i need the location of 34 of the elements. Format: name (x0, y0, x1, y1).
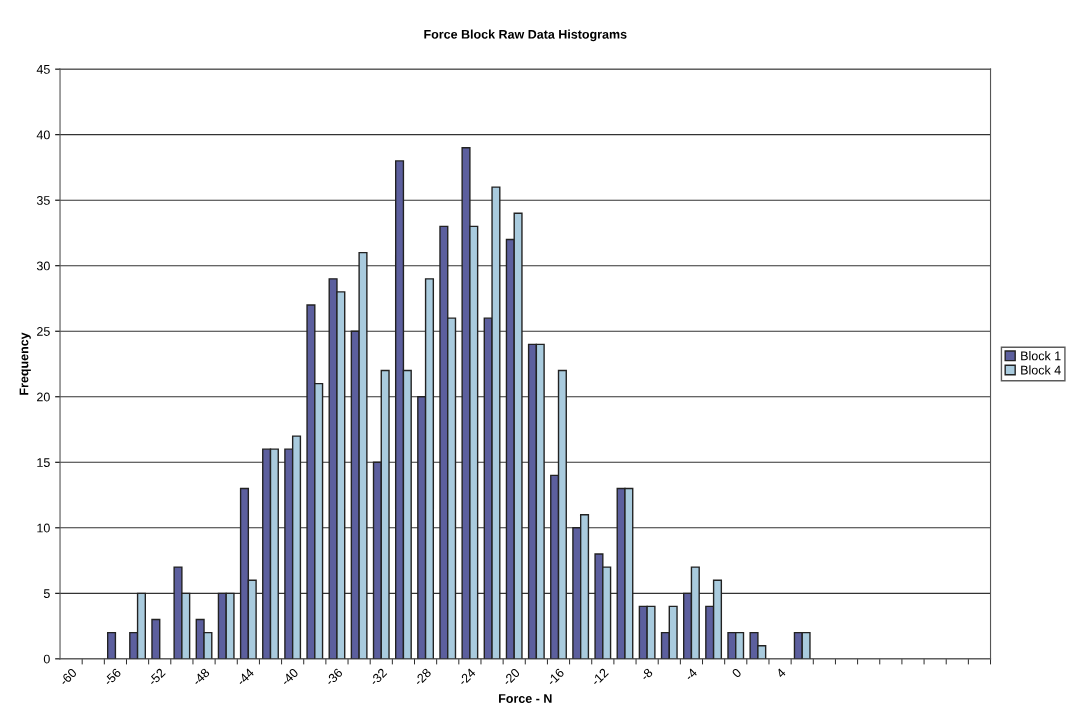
y-tick-label: 40 (36, 130, 50, 140)
x-tick-label: -52 (147, 667, 166, 687)
x-tick-label: -24 (457, 667, 477, 686)
y-tick-label: 20 (37, 392, 50, 402)
x-tick-label: -4 (684, 667, 698, 682)
x-tick-label: -44 (236, 667, 255, 686)
x-axis-title: Force - N (499, 694, 552, 703)
y-axis-title: Frequency (19, 332, 31, 395)
y-tick-label: 10 (37, 523, 50, 533)
x-tick-label: -8 (639, 667, 654, 682)
x-tick-label: -36 (324, 667, 344, 687)
x-tick-label: 4 (775, 667, 787, 679)
y-tick-label: 45 (36, 65, 50, 74)
y-tick-label: 25 (37, 327, 50, 336)
x-tick-label: -20 (502, 667, 521, 687)
x-tick-label: -28 (413, 667, 432, 687)
x-tick-label: -12 (590, 667, 609, 686)
y-tick-label: 15 (37, 458, 50, 467)
bar (151, 618, 161, 659)
legend-label: Block 1 (1021, 351, 1061, 361)
y-tick-label: 30 (36, 261, 50, 271)
y-tick-label: 0 (43, 654, 50, 664)
chart-title: Force Block Raw Data Histograms (424, 29, 627, 42)
x-tick-label: -40 (280, 667, 299, 687)
x-tick-label: -16 (546, 667, 565, 687)
x-tick-label: -56 (103, 667, 122, 687)
x-tick-label: 0 (731, 667, 742, 679)
legend-label: Block 4 (1021, 365, 1061, 375)
x-tick-label: -32 (369, 667, 388, 687)
y-tick-label: 5 (43, 589, 50, 598)
bar (106, 631, 117, 659)
x-tick-label: -60 (58, 667, 78, 687)
y-tick-label: 35 (36, 196, 50, 205)
x-tick-label: -48 (191, 667, 211, 687)
